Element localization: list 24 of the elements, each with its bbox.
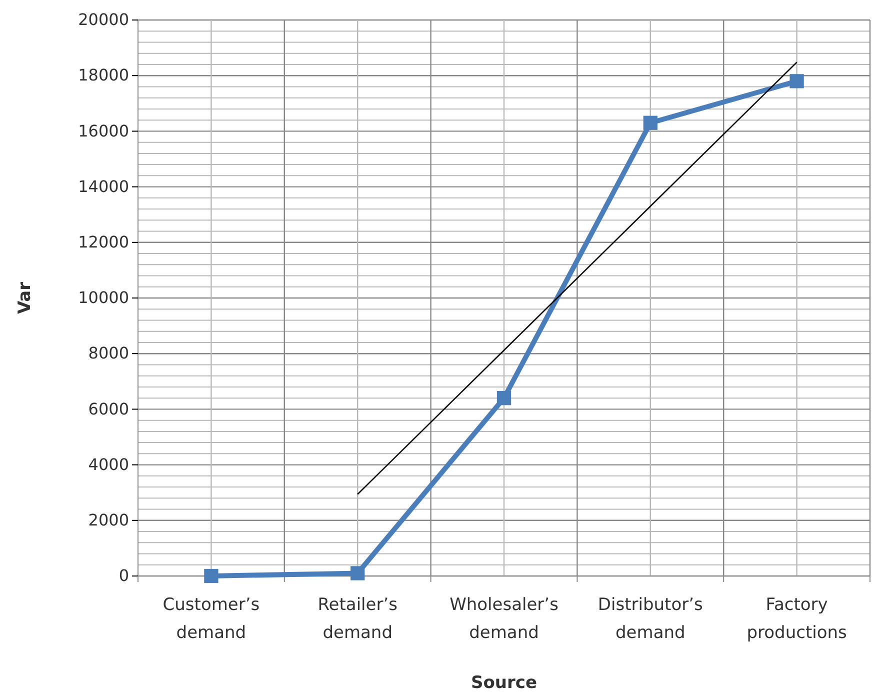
- y-tick-label: 2000: [88, 510, 129, 530]
- point: [790, 74, 804, 88]
- x-tick-label: Distributor’s demand: [598, 595, 704, 643]
- y-tick-label: 16000: [78, 121, 129, 140]
- y-tick-label: 14000: [78, 176, 129, 196]
- point: [643, 116, 658, 130]
- y-tick-label: 8000: [88, 344, 129, 363]
- y-tick-label: 12000: [78, 232, 129, 252]
- y-axis-title: Var: [15, 281, 35, 314]
- y-tick-label: 6000: [88, 399, 129, 418]
- x-tick-label: Retailer’s demand: [318, 595, 398, 643]
- y-tick-label: 0: [118, 566, 129, 586]
- point: [496, 391, 512, 406]
- point: [350, 566, 365, 580]
- y-tick-label: 20000: [78, 10, 129, 30]
- x-axis-title: Source: [470, 673, 538, 693]
- line-series: [356, 62, 798, 495]
- x-tick-label: Wholesaler’s demand: [450, 595, 559, 643]
- y-tick-label: 4000: [88, 454, 129, 474]
- point: [204, 568, 218, 584]
- x-tick-label: Customer’s demand: [162, 595, 260, 643]
- y-tick-label: 18000: [78, 66, 129, 85]
- y-tick-label: 10000: [78, 288, 129, 308]
- x-tick-label: Factory productions: [746, 595, 848, 643]
